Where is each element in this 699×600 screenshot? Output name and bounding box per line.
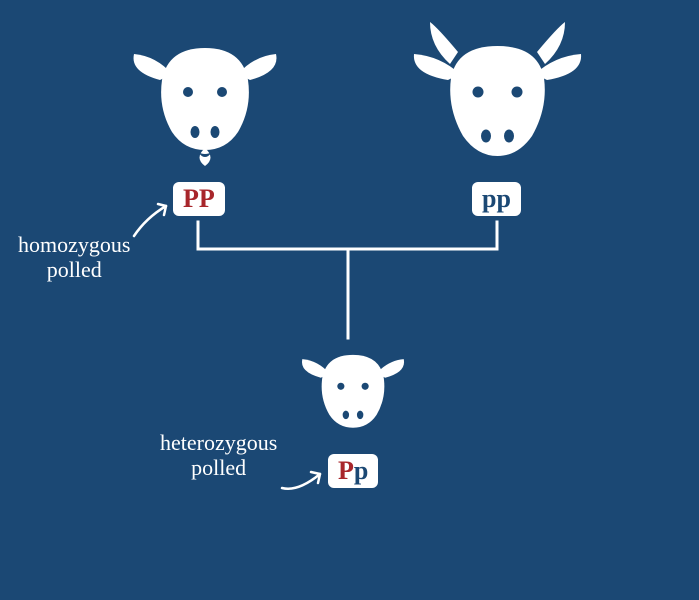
- diagram-stage: PP pp homozygous polled: [0, 0, 699, 600]
- allele-1: P: [338, 458, 354, 484]
- offspring-genotype-box: Pp: [328, 454, 378, 488]
- inheritance-tree-lines: [0, 0, 699, 600]
- offspring-arrow-icon: [278, 462, 330, 496]
- offspring-cow-polled-icon: [298, 342, 408, 442]
- allele-2: p: [354, 458, 368, 484]
- offspring-annotation: heterozygous polled: [160, 430, 277, 481]
